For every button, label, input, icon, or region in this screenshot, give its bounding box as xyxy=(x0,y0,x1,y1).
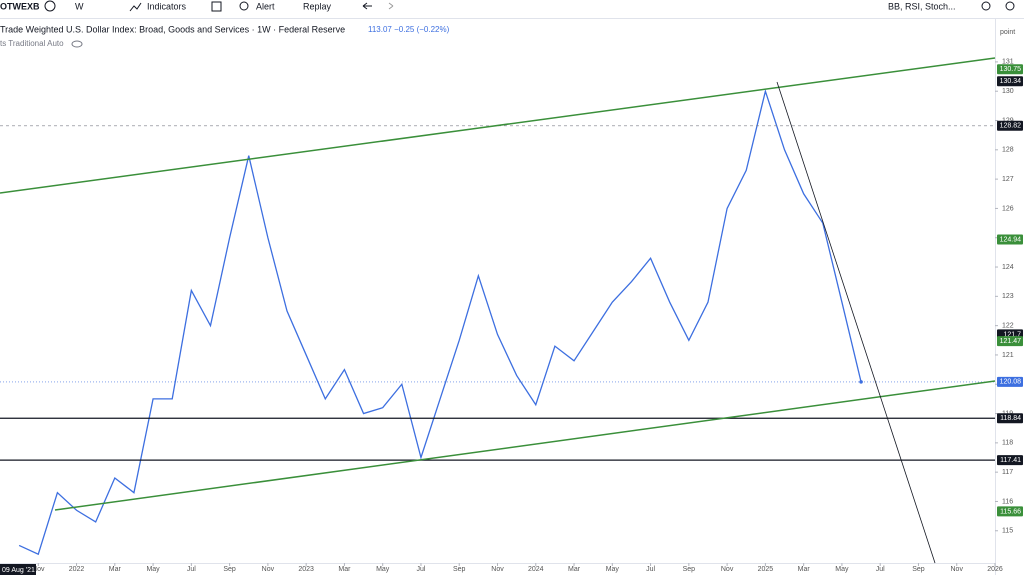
legend-title: Trade Weighted U.S. Dollar Index: Broad,… xyxy=(0,24,345,34)
price-badge-label: 130.75 xyxy=(1000,66,1022,73)
axis-labels: 1151161171181191201211221231241251261271… xyxy=(32,59,1023,573)
x-tick-label: Mar xyxy=(798,566,811,573)
upper-channel xyxy=(0,57,996,194)
price-badge xyxy=(997,413,1023,424)
x-tick-label: Jul xyxy=(876,566,885,573)
x-tick-label: Jul xyxy=(187,566,196,573)
scale-note: ts Traditional Auto xyxy=(0,39,64,48)
x-tick-label: 2025 xyxy=(758,566,774,573)
settings-icon[interactable] xyxy=(1005,1,1015,11)
alert[interactable]: Alert xyxy=(256,1,275,11)
plot xyxy=(0,88,995,556)
lower-channel xyxy=(54,380,996,511)
price-badge-label: 130.34 xyxy=(1000,78,1022,85)
price-badge-label: 128.82 xyxy=(1000,123,1022,130)
x-tick-label: Nov xyxy=(951,566,964,573)
eye-icon[interactable] xyxy=(71,40,83,48)
price-badge-label: 121.47 xyxy=(1000,338,1022,345)
y-tick-label: 123 xyxy=(1002,293,1014,300)
cursor-label: 09 Aug '21 xyxy=(2,567,35,574)
legend-quote: 113.07 −0.25 (−0.22%) xyxy=(368,25,450,34)
y-tick-label: 118 xyxy=(1002,440,1013,447)
y-tick-label: 124 xyxy=(1002,264,1014,271)
replay[interactable]: Replay xyxy=(303,1,332,11)
y-tick-label: 116 xyxy=(1002,498,1013,505)
price-badge xyxy=(997,376,1023,387)
x-tick-label: Mar xyxy=(109,566,122,573)
y-tick-label: 121 xyxy=(1002,352,1014,359)
price-badge xyxy=(997,64,1023,75)
y-tick-label: 127 xyxy=(1002,176,1014,183)
x-tick-label: Sep xyxy=(683,566,696,573)
price-badge-label: 120.08 xyxy=(1000,379,1022,386)
price-line xyxy=(18,88,862,556)
x-tick-label: May xyxy=(146,566,160,573)
layout-icon[interactable] xyxy=(211,1,222,12)
x-tick-label: 2022 xyxy=(69,566,85,573)
price-badge-label: 117.41 xyxy=(1000,457,1021,464)
price-badge xyxy=(997,234,1023,245)
x-tick-label: Nov xyxy=(262,566,275,573)
x-tick-label: Nov xyxy=(721,566,734,573)
x-tick-label: Sep xyxy=(223,566,236,573)
y-tick-label: 122 xyxy=(1002,322,1014,329)
symbol[interactable]: OTWEXB xyxy=(0,1,40,11)
search-icon[interactable] xyxy=(981,1,991,11)
x-tick-label: Nov xyxy=(491,566,504,573)
x-tick-label: May xyxy=(606,566,620,573)
cursor-box xyxy=(0,564,36,575)
x-tick-label: May xyxy=(376,566,390,573)
x-tick-label: Sep xyxy=(912,566,925,573)
x-tick-label: Sep xyxy=(453,566,466,573)
indicator-icon xyxy=(129,2,142,12)
price-badge-label: 115.66 xyxy=(1000,508,1021,515)
y-tick-label: 128 xyxy=(1002,147,1014,154)
x-tick-label: Jul xyxy=(416,566,425,573)
price-badge-label: 124.94 xyxy=(1000,236,1022,243)
y-tick-label: 126 xyxy=(1002,205,1014,212)
x-tick-label: Mar xyxy=(338,566,351,573)
y-tick-label: 117 xyxy=(1002,469,1013,476)
x-tick-label: 2026 xyxy=(987,566,1003,573)
y-tick-label: 131 xyxy=(1002,59,1014,66)
template[interactable]: BB, RSI, Stoch... xyxy=(888,1,956,11)
alert-icon xyxy=(239,1,249,11)
x-tick-label: May xyxy=(835,566,849,573)
x-tick-label: Jul xyxy=(646,566,655,573)
redo[interactable] xyxy=(388,2,394,10)
interval[interactable]: W xyxy=(75,1,84,11)
y-tick-label: 130 xyxy=(1002,88,1014,95)
trend-line xyxy=(776,81,936,564)
price-badge xyxy=(997,506,1023,517)
price-badge-label: 118.84 xyxy=(1000,415,1021,422)
x-tick-label: 2024 xyxy=(528,566,544,573)
y-axis-label: point xyxy=(1000,29,1015,36)
price-badge-label: 121.7 xyxy=(1003,331,1021,338)
indicators[interactable]: Indicators xyxy=(147,1,187,11)
x-tick-label: Nov xyxy=(32,566,45,573)
toolbar xyxy=(0,0,1024,18)
x-tick-label: 2023 xyxy=(298,566,314,573)
add-icon[interactable] xyxy=(44,0,56,12)
price-badge xyxy=(997,336,1023,347)
price-badge xyxy=(997,76,1023,87)
undo[interactable] xyxy=(362,2,372,10)
x-tick-label: Mar xyxy=(568,566,581,573)
price-badge xyxy=(997,455,1023,466)
price-badge xyxy=(997,120,1023,131)
y-tick-label: 115 xyxy=(1002,528,1013,535)
